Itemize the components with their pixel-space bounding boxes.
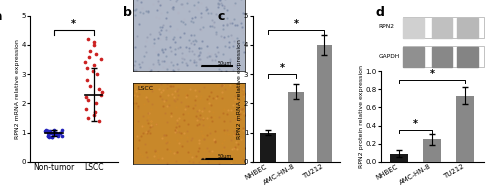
Text: LSCC: LSCC: [137, 86, 153, 91]
Point: [44, 134, 52, 137]
Point: [46, 129, 54, 133]
Point: [86, 55, 94, 58]
Point: [90, 64, 98, 67]
Point: [98, 93, 106, 96]
Point: [52, 131, 60, 134]
Point: [95, 87, 103, 90]
Text: RPN2: RPN2: [378, 24, 394, 29]
Bar: [423, 139, 442, 162]
Point: [92, 102, 100, 105]
Point: [86, 49, 94, 52]
Point: [82, 61, 90, 64]
Point: [46, 131, 54, 134]
Point: [54, 133, 62, 136]
Text: *: *: [72, 19, 76, 29]
Y-axis label: RPN2 mRNA relative expression: RPN2 mRNA relative expression: [238, 39, 242, 139]
Text: *: *: [430, 69, 435, 79]
Text: GAPDH: GAPDH: [378, 54, 400, 59]
Point: [42, 129, 50, 133]
Point: [93, 73, 101, 76]
Bar: [458, 18, 477, 38]
Text: a: a: [0, 10, 2, 23]
Point: [94, 119, 102, 122]
Y-axis label: RPN2 protein relative expression: RPN2 protein relative expression: [359, 65, 364, 168]
Point: [48, 133, 56, 136]
Text: c: c: [218, 10, 225, 23]
Point: [84, 116, 92, 120]
Bar: [288, 92, 304, 162]
Point: [88, 70, 96, 73]
Point: [50, 128, 58, 131]
Text: 50μm: 50μm: [217, 154, 232, 159]
Bar: [404, 17, 484, 38]
Bar: [316, 45, 332, 162]
Point: [58, 128, 66, 131]
Bar: [432, 47, 452, 67]
Point: [42, 128, 50, 131]
Point: [90, 40, 98, 43]
Text: d: d: [375, 6, 384, 19]
Point: [56, 131, 64, 134]
Bar: [432, 18, 452, 38]
Point: [84, 37, 92, 41]
Bar: [404, 47, 423, 67]
Point: [52, 131, 60, 134]
Point: [44, 131, 52, 134]
Bar: [404, 46, 484, 67]
Bar: [404, 18, 423, 38]
Bar: [260, 133, 276, 162]
Point: [83, 67, 91, 70]
Bar: [390, 154, 408, 162]
Text: *: *: [294, 19, 298, 29]
Point: [86, 84, 94, 87]
Point: [49, 131, 57, 134]
Point: [48, 135, 56, 138]
Point: [82, 108, 90, 111]
Text: *: *: [413, 119, 418, 129]
Bar: [456, 96, 474, 162]
Point: [84, 99, 92, 102]
Point: [82, 78, 90, 82]
Point: [48, 135, 56, 138]
Text: *: *: [280, 63, 284, 73]
Point: [98, 90, 106, 93]
Point: [82, 96, 90, 99]
Point: [90, 43, 98, 46]
Point: [46, 131, 54, 134]
Point: [44, 134, 52, 137]
Y-axis label: RPN2 mRNA relative expression: RPN2 mRNA relative expression: [15, 39, 20, 139]
Point: [90, 113, 98, 117]
Point: [56, 131, 64, 134]
Point: [58, 134, 66, 137]
Bar: [458, 47, 477, 67]
Point: [52, 133, 60, 136]
Text: 50μm: 50μm: [217, 61, 232, 66]
Point: [54, 134, 62, 137]
Point: [44, 129, 52, 133]
Point: [44, 129, 52, 133]
Point: [92, 111, 100, 114]
Point: [45, 135, 53, 138]
Text: b: b: [124, 6, 132, 19]
Point: [97, 58, 105, 61]
Point: [92, 52, 100, 55]
